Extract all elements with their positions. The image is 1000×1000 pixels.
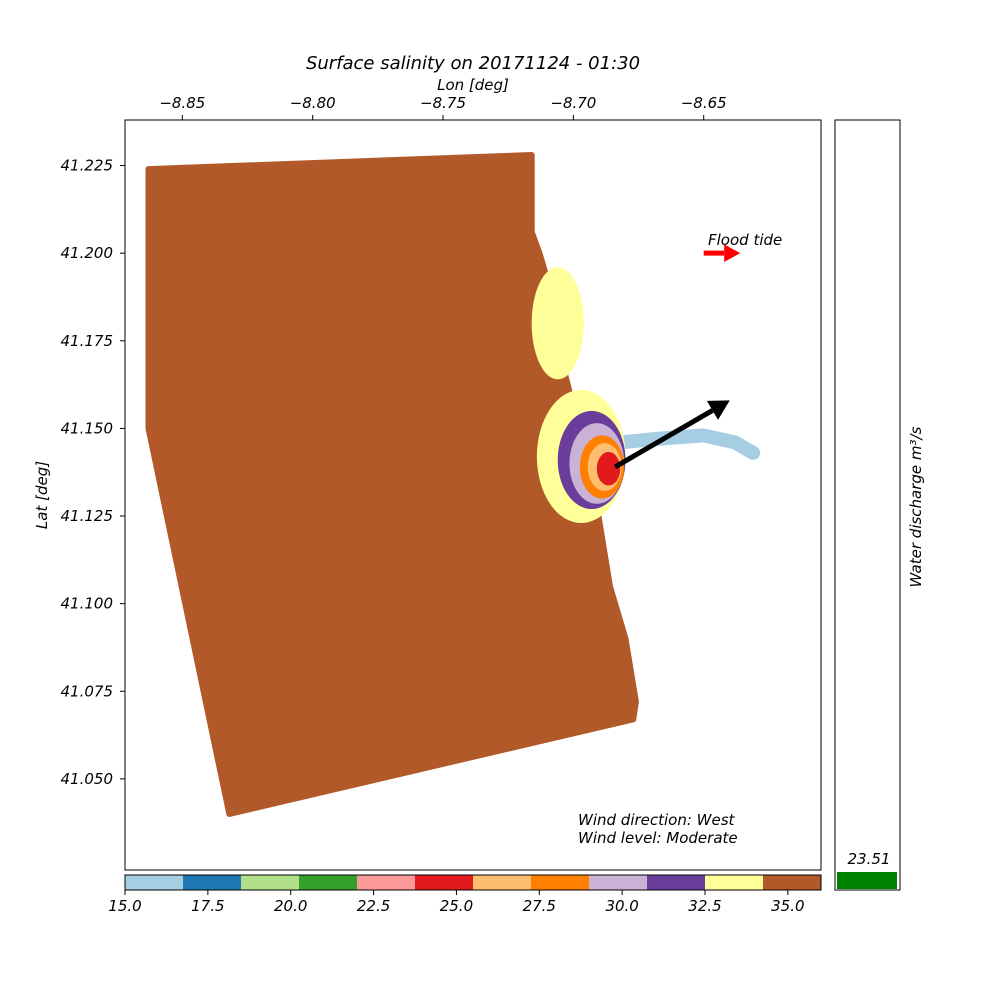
x-axis-label: Lon [deg] <box>437 76 509 94</box>
colorbar-tick-label-2: 20.0 <box>274 897 307 915</box>
colorbar-segment-0 <box>125 875 184 890</box>
colorbar-tick-label-6: 30.0 <box>605 897 638 915</box>
y-tick-label-2: 41.175 <box>61 332 114 350</box>
y-tick-label-5: 41.100 <box>61 595 114 613</box>
y-tick-label-7: 41.050 <box>61 770 114 788</box>
y-tick-label-3: 41.150 <box>61 419 114 437</box>
colorbar-tick-label-4: 25.0 <box>440 897 473 915</box>
wind-level-label: Wind level: Moderate <box>578 829 738 847</box>
arrow-layer <box>613 244 741 470</box>
x-tick-label-2: −8.75 <box>420 94 466 112</box>
x-tick-label-0: −8.85 <box>159 94 205 112</box>
y-tick-label-6: 41.075 <box>61 682 114 700</box>
colorbar-segment-4 <box>357 875 416 890</box>
colorbar-segment-8 <box>589 875 648 890</box>
x-tick-label-3: −8.70 <box>550 94 596 112</box>
wind-arrow-head <box>706 400 730 420</box>
salinity-colorbar <box>125 875 822 890</box>
discharge-value-label: 23.51 <box>848 850 891 868</box>
colorbar-tick-label-1: 17.5 <box>191 897 224 915</box>
x-tick-label-4: −8.65 <box>681 94 727 112</box>
y-axis-ticks: 41.225 41.200 41.175 41.150 41.125 41.100 41.0… <box>61 157 125 788</box>
colorbar-tick-label-8: 35.0 <box>771 897 804 915</box>
river-channel <box>613 428 761 460</box>
plot-area <box>145 152 761 817</box>
colorbar-segment-11 <box>763 875 822 890</box>
y-axis-label: Lat [deg] <box>33 461 51 529</box>
flood-tide-label: Flood tide <box>708 231 782 249</box>
plot-frame <box>124 119 822 871</box>
discharge-panel-frame <box>834 119 901 891</box>
chart-title: Surface salinity on 20171124 - 01:30 <box>306 53 640 74</box>
flood-tide-arrow-head <box>724 244 741 262</box>
x-tick-label-1: −8.80 <box>290 94 336 112</box>
colorbar-segment-6 <box>473 875 532 890</box>
y-tick-label-1: 41.200 <box>61 244 114 262</box>
colorbar-tick-label-0: 15.0 <box>108 897 141 915</box>
wind-arrow-shaft <box>613 408 714 470</box>
colorbar-tick-label-3: 22.5 <box>357 897 390 915</box>
colorbar-frame <box>124 874 822 891</box>
colorbar-segment-3 <box>299 875 358 890</box>
wind-direction-label: Wind direction: West <box>578 811 736 829</box>
north-plume <box>531 267 584 380</box>
colorbar-segment-7 <box>531 875 590 890</box>
discharge-bar <box>837 872 897 889</box>
discharge-axis-label: Water discharge m³/s <box>907 426 925 587</box>
x-axis-ticks: −8.85 −8.80 −8.75 −8.70 −8.65 <box>159 94 727 120</box>
colorbar-tick-label-5: 27.5 <box>523 897 556 915</box>
colorbar-segment-2 <box>241 875 300 890</box>
plume-layer-5 <box>596 451 621 486</box>
colorbar-ticks: 15.0 17.5 20.0 22.5 25.0 27.5 30.0 32.5 35.0 <box>108 890 805 915</box>
y-tick-label-0: 41.225 <box>61 157 114 175</box>
colorbar-tick-label-7: 32.5 <box>688 897 721 915</box>
colorbar-segment-1 <box>183 875 242 890</box>
colorbar-segment-5 <box>415 875 474 890</box>
colorbar-segment-9 <box>647 875 706 890</box>
y-tick-label-4: 41.125 <box>61 507 114 525</box>
colorbar-segment-10 <box>705 875 764 890</box>
